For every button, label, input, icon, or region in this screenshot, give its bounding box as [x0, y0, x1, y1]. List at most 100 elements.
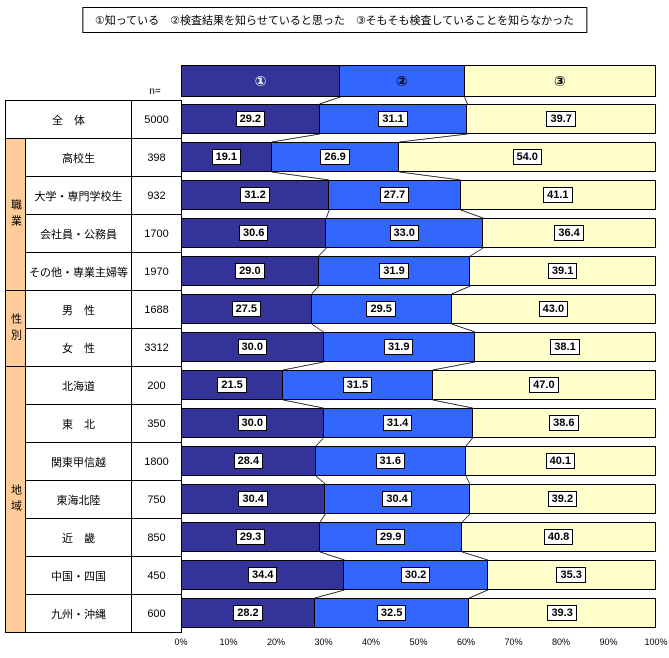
bar-segment-3: 54.0: [399, 142, 656, 172]
row-n-value: 600: [131, 594, 182, 633]
bar-segment-3: 40.1: [465, 446, 656, 476]
value-label: 41.1: [543, 187, 573, 203]
table-row: 近 畿 850: [6, 518, 182, 557]
row-label: 高校生: [25, 138, 132, 177]
row-label: 九州・沖縄: [25, 594, 132, 633]
stacked-bar: 27.5 29.5 43.0: [181, 294, 656, 324]
header-segment-3: ③: [464, 65, 656, 97]
value-label: 40.8: [543, 529, 574, 545]
bar-segment-3: 43.0: [451, 294, 656, 324]
row-n-value: 398: [131, 138, 182, 177]
value-label: 39.1: [547, 263, 578, 279]
value-label: 39.7: [546, 111, 576, 127]
x-tick-label: 20%: [266, 637, 286, 647]
row-label: 東海北陸: [25, 480, 132, 519]
bar-segment-2: 31.4: [323, 408, 473, 438]
value-label: 31.1: [378, 111, 408, 127]
bar-row: 21.5 31.5 47.0: [181, 366, 656, 404]
group-label: 地域: [5, 366, 26, 633]
stacked-bar: 28.2 32.5 39.3: [181, 598, 656, 628]
bar-segment-1: 30.4: [181, 484, 326, 514]
row-label: 北海道: [25, 366, 132, 405]
stacked-bar: 21.5 31.5 47.0: [181, 370, 656, 400]
value-label: 47.0: [529, 377, 559, 393]
row-label: 男 性: [25, 290, 132, 329]
bar-segment-2: 27.7: [329, 180, 461, 210]
table-row: 九州・沖縄 600: [6, 594, 182, 633]
stacked-bar: 30.4 30.4 39.2: [181, 484, 656, 514]
value-label: 33.0: [389, 225, 419, 241]
value-label: 38.6: [549, 415, 579, 431]
row-label: 会社員・公務員: [25, 214, 132, 253]
bar-segment-1: 29.0: [181, 256, 319, 286]
row-n-value: 200: [131, 366, 182, 405]
bar-segment-2: 33.0: [326, 218, 484, 248]
x-tick-label: 0%: [174, 637, 188, 647]
value-label: 30.6: [238, 225, 269, 241]
x-tick-label: 50%: [409, 637, 428, 647]
table-row: 大学・専門学校生 932: [6, 176, 182, 215]
value-label: 19.1: [211, 149, 242, 165]
stacked-bar: 29.3 29.9 40.8: [181, 522, 656, 552]
bar-segment-3: 39.7: [467, 104, 656, 134]
row-n-value: 1800: [131, 442, 182, 481]
bar-segment-2: 29.9: [320, 522, 463, 552]
row-label: 大学・専門学校生: [25, 176, 132, 215]
value-label: 39.2: [547, 491, 578, 507]
stacked-bar: 34.4 30.2 35.3: [181, 560, 656, 590]
value-label: 29.2: [235, 111, 266, 127]
bar-row: 29.0 31.9 39.1: [181, 252, 656, 290]
bar-segment-1: 21.5: [181, 370, 284, 400]
bar-segment-1: 29.2: [181, 104, 320, 134]
bar-segment-2: 31.1: [319, 104, 468, 134]
row-label-table: 全 体 5000 職業 高校生 398 大学・専門学校生 932 会社員・公務員 1700 その他…: [5, 100, 182, 633]
row-label: 中国・四国: [25, 556, 132, 595]
legend: ①知っている ②検査結果を知らせていると思った ③そもそも検査していることを知ら…: [81, 7, 588, 33]
row-n-value: 850: [131, 518, 182, 557]
row-label: 全 体: [5, 100, 132, 139]
value-label: 54.0: [512, 149, 542, 165]
value-label: 30.2: [400, 567, 431, 583]
value-label: 34.4: [247, 567, 278, 583]
bar-segment-3: 47.0: [432, 370, 656, 400]
stacked-bar: 29.2 31.1 39.7: [181, 104, 656, 134]
table-row: 職業 高校生 398: [5, 138, 182, 291]
table-row: 中国・四国 450: [6, 556, 182, 595]
x-tick-label: 60%: [456, 637, 476, 647]
row-n-value: 5000: [131, 100, 182, 139]
header-segment-1: ①: [181, 65, 341, 97]
bar-segment-1: 34.4: [181, 560, 345, 590]
value-label: 40.1: [545, 453, 576, 469]
bar-row: 28.2 32.5 39.3: [181, 594, 656, 632]
bar-segment-3: 36.4: [483, 218, 656, 248]
row-label: 近 畿: [25, 518, 132, 557]
bar-segment-2: 30.4: [325, 484, 470, 514]
bar-segment-1: 28.4: [181, 446, 316, 476]
bar-segment-3: 39.3: [469, 598, 656, 628]
bar-row: 34.4 30.2 35.3: [181, 556, 656, 594]
bar-segment-2: 31.6: [315, 446, 466, 476]
stacked-bar: 28.4 31.6 40.1: [181, 446, 656, 476]
value-label: 31.9: [384, 339, 414, 355]
x-axis: 0% 10% 20% 30% 40% 50% 60% 70% 80% 90% 100%: [174, 637, 667, 651]
x-tick-label: 10%: [219, 637, 238, 647]
group-label: 性別: [5, 290, 26, 367]
value-label: 29.9: [375, 529, 406, 545]
bar-segment-2: 31.5: [283, 370, 433, 400]
row-label: 関東甲信越: [25, 442, 132, 481]
value-label: 38.1: [550, 339, 580, 355]
value-label: 31.9: [379, 263, 409, 279]
value-label: 35.3: [556, 567, 586, 583]
table-row: 女 性 3312: [6, 328, 182, 367]
bar-segment-3: 40.8: [462, 522, 656, 552]
bar-row: 28.4 31.6 40.1: [181, 442, 656, 480]
bar-row: 31.2 27.7 41.1: [181, 176, 656, 214]
value-label: 32.5: [376, 605, 407, 621]
bar-segment-1: 28.2: [181, 598, 315, 628]
bar-segment-1: 30.0: [181, 408, 324, 438]
value-label: 39.3: [547, 605, 577, 621]
value-label: 28.2: [233, 605, 263, 621]
bar-row: 30.0 31.4 38.6: [181, 404, 656, 442]
value-label: 31.5: [342, 377, 373, 393]
bar-segment-3: 39.2: [469, 484, 656, 514]
